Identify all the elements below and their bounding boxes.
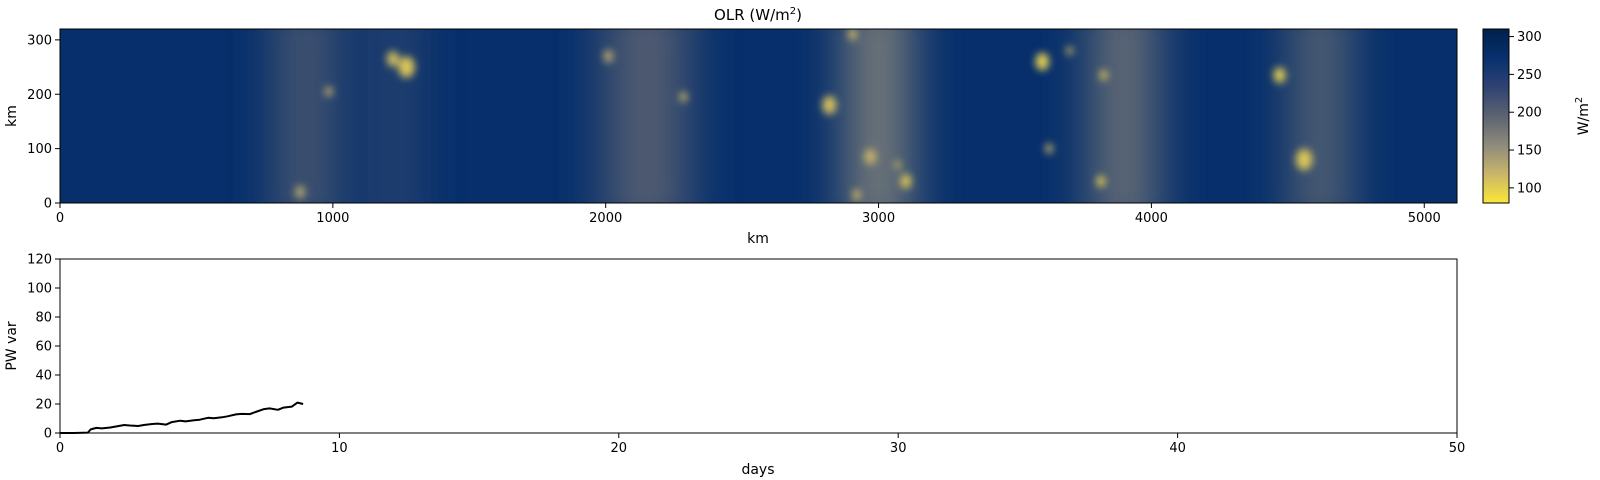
x-tick-label: 0 — [56, 211, 64, 226]
y-tick-label: 80 — [35, 311, 52, 326]
convective-core-18 — [1296, 148, 1313, 171]
pw-var-line — [60, 401, 304, 434]
olr-heatmap: OLR (W/m2) 0 1000 2000 3000 4000 5000 0 100 200… — [4, 6, 1458, 247]
x-tick-label: 10 — [331, 441, 348, 456]
y-tick-label: 100 — [27, 282, 52, 297]
convective-zone-5 — [1300, 29, 1342, 203]
convective-core-12 — [1035, 52, 1050, 71]
olr-field — [60, 29, 1457, 203]
colorbar-tick-label: 250 — [1517, 68, 1542, 83]
x-tick-label: 4000 — [1135, 211, 1168, 226]
convective-zone-4 — [1096, 29, 1152, 203]
convective-core-6 — [822, 95, 837, 115]
olr-field-background — [60, 29, 1457, 203]
x-tick-label: 2000 — [589, 211, 622, 226]
pw-y-axis: 0 20 40 60 80 100 120 — [27, 253, 60, 442]
colorbar-ticks: 100 150 200 250 300 — [1509, 30, 1542, 196]
x-tick-label: 0 — [56, 441, 64, 456]
olr-y-axis: 0 100 200 300 — [27, 33, 60, 212]
y-tick-label: 100 — [27, 142, 52, 157]
convective-core-4 — [603, 49, 614, 63]
pw-var-chart: 0 10 20 30 40 50 0 20 40 60 80 100 120 days PW var — [4, 253, 1465, 479]
x-tick-label: 1000 — [316, 211, 349, 226]
y-tick-label: 200 — [27, 88, 52, 103]
convective-core-0 — [295, 185, 306, 199]
convective-core-10 — [900, 174, 912, 189]
y-tick-label: 0 — [44, 197, 52, 212]
olr-x-label: km — [747, 231, 769, 247]
convective-core-2 — [386, 51, 399, 67]
convective-core-9 — [894, 160, 901, 169]
convective-core-16 — [1096, 175, 1106, 187]
olr-y-label: km — [4, 105, 20, 127]
convective-core-1 — [324, 86, 333, 97]
colorbar: 100 150 200 250 300 W/m2 — [1482, 28, 1592, 204]
convective-zone-0 — [283, 29, 328, 203]
convective-zone-2 — [608, 29, 685, 203]
convective-zone-3 — [851, 29, 906, 203]
y-tick-label: 60 — [35, 340, 52, 355]
colorbar-tick-label: 200 — [1517, 106, 1542, 121]
colorbar-tick-label: 150 — [1517, 144, 1542, 159]
convective-core-3 — [398, 56, 415, 78]
convective-core-5 — [679, 92, 688, 102]
convective-cores — [295, 29, 1313, 201]
colorbar-gradient — [1482, 28, 1510, 204]
x-tick-label: 30 — [890, 441, 907, 456]
pw-plot-area — [59, 258, 1458, 434]
convective-zone-1 — [383, 29, 408, 203]
convective-core-13 — [1066, 46, 1073, 56]
x-tick-label: 20 — [611, 441, 628, 456]
x-tick-label: 40 — [1169, 441, 1186, 456]
convective-core-15 — [1045, 143, 1053, 154]
pw-x-label: days — [741, 462, 774, 478]
pw-x-axis: 0 10 20 30 40 50 — [56, 433, 1465, 456]
y-tick-label: 300 — [27, 33, 52, 48]
convective-core-11 — [852, 189, 861, 201]
olr-frame — [59, 28, 1458, 204]
convective-core-14 — [1099, 69, 1108, 81]
pw-y-label: PW var — [4, 321, 20, 371]
y-tick-label: 20 — [35, 398, 52, 413]
x-tick-label: 5000 — [1408, 211, 1441, 226]
convective-core-8 — [864, 148, 877, 165]
colorbar-tick-label: 100 — [1517, 181, 1542, 196]
x-tick-label: 3000 — [862, 211, 895, 226]
olr-title: OLR (W/m2) — [714, 6, 802, 24]
colorbar-tick-label: 300 — [1517, 30, 1542, 45]
x-tick-label: 50 — [1449, 441, 1466, 456]
y-tick-label: 0 — [44, 427, 52, 442]
y-tick-label: 40 — [35, 369, 52, 384]
convective-core-7 — [848, 29, 857, 41]
colorbar-label: W/m2 — [1574, 97, 1592, 136]
convective-core-17 — [1273, 67, 1286, 84]
olr-x-axis: 0 1000 2000 3000 4000 5000 — [56, 203, 1441, 226]
y-tick-label: 120 — [27, 253, 52, 268]
